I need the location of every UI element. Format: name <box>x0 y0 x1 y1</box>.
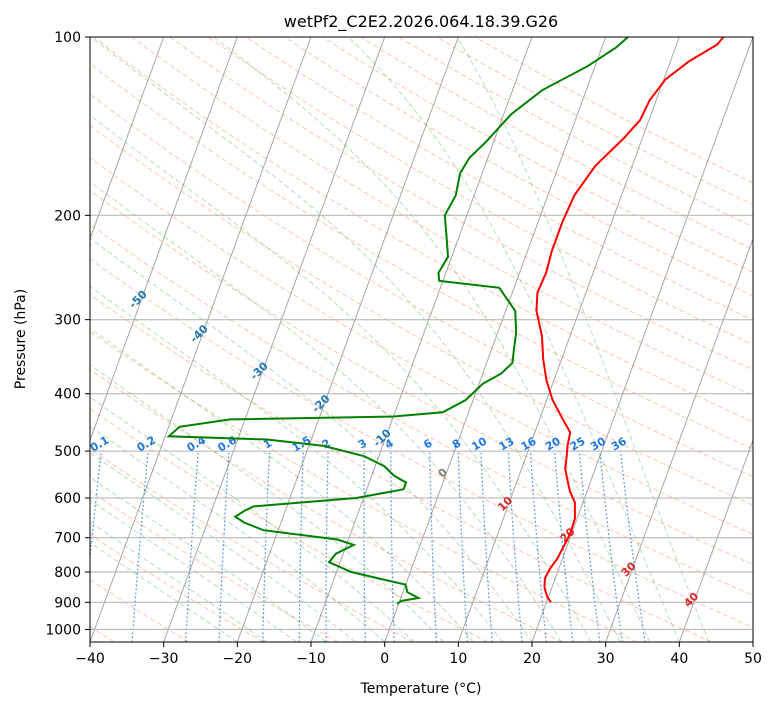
mixing-ratio-line <box>363 451 366 642</box>
y-tick-label: 900 <box>54 595 81 611</box>
moist-adiabat <box>90 114 592 642</box>
x-tick-label: −20 <box>223 651 253 667</box>
isotherm <box>90 37 312 642</box>
isotherm <box>678 438 753 642</box>
x-tick-label: −40 <box>75 651 105 667</box>
isotherm-label: -40 <box>188 322 211 345</box>
isotherm <box>90 37 238 442</box>
x-tick-label: 50 <box>744 651 762 667</box>
mixing-ratio-line <box>218 451 230 642</box>
dry-adiabat <box>90 258 753 629</box>
dry-adiabat <box>245 37 753 321</box>
mixing-ratio-line <box>480 451 493 642</box>
mixing-ratio-line <box>507 451 523 642</box>
y-axis-title: Pressure (hPa) <box>13 289 29 389</box>
mixing-ratio-line <box>390 451 395 642</box>
mixing-ratio-line <box>131 451 149 642</box>
x-tick-label: −30 <box>149 651 179 667</box>
dry-adiabat <box>90 124 753 506</box>
dry-adiabat <box>90 407 488 642</box>
isotherm <box>605 237 753 642</box>
temperature-profile <box>535 37 725 603</box>
moist-adiabat <box>90 396 415 642</box>
dry-adiabat <box>90 156 753 536</box>
mixing-ratio-line <box>620 451 646 642</box>
x-tick-label: 40 <box>670 651 688 667</box>
x-tick-label: 20 <box>523 651 541 667</box>
moist-adiabat <box>90 181 562 642</box>
moist-adiabat <box>90 542 238 642</box>
dry-adiabat <box>90 490 339 642</box>
isotherm <box>163 37 386 642</box>
x-tick-label: 10 <box>449 651 467 667</box>
mixing-ratio-line <box>325 451 329 642</box>
y-tick-label: 100 <box>54 30 81 46</box>
moist-adiabat <box>456 37 710 642</box>
isotherm <box>531 37 753 642</box>
moist-adiabat <box>90 237 533 642</box>
dry-adiabat <box>90 189 753 566</box>
mixing-ratio-line <box>457 451 469 642</box>
y-tick-label: 200 <box>54 208 81 224</box>
chart-title: wetPf2_C2E2.2026.064.18.39.G26 <box>284 12 558 32</box>
isotherm <box>752 640 753 642</box>
mixing-ratio-line <box>554 451 574 642</box>
dry-adiabat <box>398 37 753 228</box>
dry-adiabat <box>90 533 264 642</box>
mixing-ratio-line <box>429 451 437 642</box>
moist-adiabat <box>347 37 680 642</box>
isotherm <box>384 37 607 642</box>
isotherm <box>236 37 459 642</box>
dewpoint-profile <box>166 37 629 605</box>
dry-adiabat <box>90 294 712 642</box>
y-tick-label: 500 <box>54 444 81 460</box>
x-tick-label: 30 <box>597 651 615 667</box>
mixing-ratio-line <box>90 451 102 564</box>
x-tick-label: −10 <box>296 651 326 667</box>
moist-adiabat <box>90 476 327 642</box>
isotherm-label: 30 <box>619 559 639 579</box>
plot-frame <box>89 36 754 643</box>
isotherm-label: 40 <box>681 590 701 610</box>
x-axis-title: Temperature (°C) <box>360 681 482 697</box>
dry-adiabat <box>436 37 753 206</box>
dry-adiabat <box>90 63 753 450</box>
profile-lines <box>166 37 725 605</box>
moist-adiabat <box>90 37 621 642</box>
moist-adiabat <box>90 452 356 642</box>
y-tick-label: 800 <box>54 565 81 581</box>
mixing-ratio-line <box>599 451 623 642</box>
dry-adiabat <box>322 37 753 273</box>
isotherm-label: -50 <box>127 288 150 311</box>
mixing-ratio-line <box>578 451 601 642</box>
y-tick-label: 1000 <box>45 622 81 638</box>
dry-adiabat <box>284 37 753 297</box>
moist-adiabat <box>90 425 386 642</box>
y-tick-label: 300 <box>54 313 81 329</box>
y-tick-label: 700 <box>54 531 81 547</box>
mixing-ratio-label: 3 <box>356 437 369 452</box>
mixing-ratio-line <box>529 451 547 642</box>
dry-adiabat <box>93 37 753 423</box>
y-tick-label: 600 <box>54 491 81 507</box>
dry-adiabat <box>90 223 753 597</box>
isotherm-label: -70 <box>16 188 39 211</box>
moist-adiabat <box>90 327 474 642</box>
x-tick-label: 0 <box>380 651 389 667</box>
background-lines <box>90 37 753 642</box>
isotherm <box>90 37 165 241</box>
y-tick-label: 400 <box>54 387 81 403</box>
isotherm <box>310 37 533 642</box>
dry-adiabat <box>90 448 414 642</box>
isotherm <box>457 37 680 642</box>
axis-ticks: −40 −30 −20 −10 0 10 20 30 40 50 100 200 300 400 500 60… <box>45 30 762 667</box>
isotherm-label: -20 <box>309 392 332 415</box>
dry-adiabat <box>90 93 753 478</box>
dry-adiabat <box>90 368 563 642</box>
moist-adiabat <box>213 37 651 642</box>
isotherm-label: -30 <box>248 359 271 382</box>
isotherm-label: -60 <box>71 237 94 260</box>
